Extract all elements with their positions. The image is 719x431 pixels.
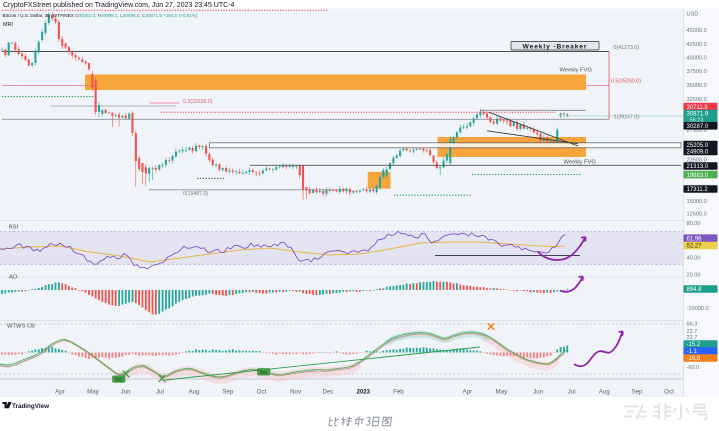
svg-text:CryptoFXStreet published on Tr: CryptoFXStreet published on TradingView.… [3, 2, 234, 9]
svg-text:Sep: Sep [631, 389, 643, 396]
svg-text:AO: AO [9, 275, 18, 281]
svg-text:Oct: Oct [257, 389, 267, 396]
svg-text:2023: 2023 [357, 390, 371, 396]
svg-text:Sep: Sep [222, 389, 234, 396]
svg-text:40000.0: 40000.0 [687, 56, 707, 62]
svg-text:Weekly -Breaker: Weekly -Breaker [523, 43, 588, 50]
svg-text:32500.0: 32500.0 [687, 97, 707, 103]
svg-text:Apr: Apr [55, 389, 65, 396]
svg-text:24909.0: 24909.0 [687, 150, 709, 156]
svg-text:45000.0: 45000.0 [687, 28, 707, 34]
svg-text:22.7: 22.7 [687, 329, 698, 335]
svg-text:Jul: Jul [568, 389, 576, 396]
svg-text:22500.0: 22500.0 [687, 158, 707, 164]
svg-text:80.00: 80.00 [687, 221, 701, 227]
svg-text:52.27: 52.27 [687, 244, 703, 250]
svg-text:Aug: Aug [188, 389, 200, 396]
svg-text:MRI: MRI [3, 22, 13, 28]
svg-text:Jun: Jun [533, 389, 544, 396]
svg-text:RSI: RSI [9, 224, 19, 230]
svg-text:0.5(35260.0): 0.5(35260.0) [611, 79, 641, 85]
svg-text:20.00: 20.00 [687, 273, 701, 279]
svg-text:15000.0: 15000.0 [687, 199, 707, 205]
svg-text:Weekly FVG: Weekly FVG [564, 160, 597, 166]
svg-text:May: May [87, 389, 100, 396]
svg-text:-10000.0: -10000.0 [687, 306, 709, 312]
svg-text:USD: USD [687, 12, 699, 18]
svg-text:19883.0: 19883.0 [687, 173, 709, 179]
svg-text:TradingView: TradingView [12, 403, 49, 410]
svg-text:66.3: 66.3 [687, 322, 698, 328]
svg-text:WTWS CB: WTWS CB [7, 324, 35, 330]
svg-text:Buy: Buy [260, 369, 268, 374]
svg-text:1(29247.0): 1(29247.0) [614, 115, 640, 121]
svg-text:Oct: Oct [664, 389, 674, 396]
svg-text:17311.2: 17311.2 [687, 187, 709, 193]
svg-text:May: May [496, 389, 509, 396]
svg-text:894.8: 894.8 [687, 287, 703, 293]
svg-text:30287.0: 30287.0 [687, 124, 709, 130]
svg-text:21313.0: 21313.0 [687, 164, 709, 170]
svg-text:25205.0: 25205.0 [687, 143, 709, 149]
svg-text:Buy: Buy [115, 377, 123, 382]
svg-text:22.7: 22.7 [687, 335, 698, 341]
svg-text:12500.0: 12500.0 [687, 212, 707, 218]
svg-text:-60.0: -60.0 [687, 365, 700, 371]
svg-text:-15.2: -15.2 [687, 342, 701, 348]
svg-text:Apr: Apr [462, 389, 472, 396]
svg-text:Aug: Aug [599, 389, 611, 396]
svg-text:35000.0: 35000.0 [687, 83, 707, 89]
svg-text:0(15487.0): 0(15487.0) [183, 191, 208, 197]
svg-text:61.96: 61.96 [687, 236, 703, 242]
svg-text:42500.0: 42500.0 [687, 42, 707, 48]
svg-text:30711.8: 30711.8 [687, 105, 709, 111]
svg-text:0(41273.0): 0(41273.0) [614, 45, 640, 51]
svg-text:Bitcoin / U.S. Dollar, 3D, BIT: Bitcoin / U.S. Dollar, 3D, BITFINEX O302… [3, 13, 198, 18]
svg-text:Jun: Jun [121, 389, 132, 396]
svg-text:Feb: Feb [393, 389, 404, 396]
svg-text:-16.9: -16.9 [687, 356, 701, 362]
svg-text:Jul: Jul [156, 389, 164, 396]
svg-text:0.3(32839.0): 0.3(32839.0) [183, 99, 213, 105]
svg-text:56:23: 56:23 [690, 118, 704, 124]
svg-text:37500.0: 37500.0 [687, 69, 707, 75]
svg-text:30871.9: 30871.9 [687, 111, 709, 117]
svg-text:-1.1: -1.1 [687, 349, 698, 355]
svg-text:40.00: 40.00 [687, 255, 701, 261]
svg-text:Weekly FVG: Weekly FVG [560, 67, 593, 73]
svg-text:Dec: Dec [322, 389, 333, 396]
svg-text:27500.0: 27500.0 [687, 128, 707, 134]
svg-text:Nov: Nov [290, 389, 302, 396]
